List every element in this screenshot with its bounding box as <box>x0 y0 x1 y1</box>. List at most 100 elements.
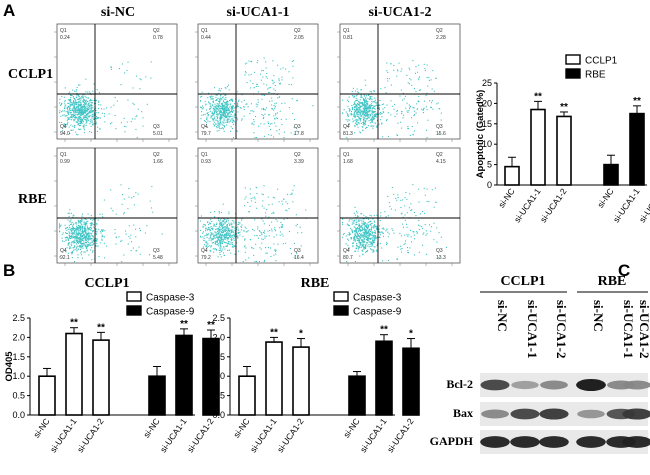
flow-event <box>114 229 116 231</box>
flow-event <box>88 242 90 244</box>
flow-event <box>69 221 71 223</box>
flow-event <box>89 242 91 244</box>
flow-event <box>386 243 388 245</box>
flow-event <box>356 104 358 106</box>
flow-event <box>257 60 259 62</box>
flow-event <box>218 249 220 251</box>
flow-event <box>400 206 402 208</box>
flow-event <box>214 234 216 236</box>
flow-event <box>135 236 137 238</box>
flow-event <box>212 98 214 100</box>
flow-event <box>59 223 61 225</box>
flow-event <box>430 230 432 232</box>
flow-event <box>367 238 369 240</box>
flow-event <box>353 115 355 117</box>
flow-event <box>208 239 210 241</box>
flow-event <box>229 241 231 243</box>
flow-event <box>363 110 365 112</box>
flow-event <box>74 111 76 113</box>
panel-letter-a: A <box>3 1 15 20</box>
flow-event <box>72 116 74 118</box>
flow-event <box>361 244 363 246</box>
flow-event <box>231 107 233 109</box>
flow-event <box>214 248 216 250</box>
flow-event <box>412 107 414 109</box>
flow-event <box>216 94 218 96</box>
flow-event <box>357 107 359 109</box>
flow-scatter-points <box>342 184 447 263</box>
flow-event <box>220 94 222 96</box>
flow-event <box>88 120 90 122</box>
flow-event <box>365 236 367 238</box>
flow-event <box>210 116 212 118</box>
flow-event <box>219 90 221 92</box>
flow-event <box>425 230 427 232</box>
flow-event <box>261 232 263 234</box>
flow-event <box>237 250 239 252</box>
flow-event <box>352 96 354 98</box>
flow-event <box>85 110 87 112</box>
flow-event <box>225 111 227 113</box>
flow-event <box>352 108 354 110</box>
flow-event <box>222 97 224 99</box>
flow-event <box>352 220 354 222</box>
flow-event <box>278 96 280 98</box>
flow-event <box>362 103 364 105</box>
flow-event <box>366 95 368 97</box>
flow-event <box>371 241 373 243</box>
flow-event <box>101 229 103 231</box>
flow-event <box>79 120 81 122</box>
flow-event <box>66 233 68 235</box>
flow-event <box>295 225 297 227</box>
flow-event <box>221 105 223 107</box>
flow-event <box>372 117 374 119</box>
flow-event <box>72 114 74 116</box>
flow-event <box>250 110 252 112</box>
flow-event <box>80 122 82 124</box>
flow-event <box>361 235 363 237</box>
flow-event <box>348 248 350 250</box>
flow-event <box>219 116 221 118</box>
flow-event <box>273 115 275 117</box>
flow-event <box>378 108 380 110</box>
flow-event <box>272 211 274 213</box>
flow-event <box>83 222 85 224</box>
flow-event <box>404 205 406 207</box>
bar <box>348 375 366 416</box>
flow-event <box>209 107 211 109</box>
flow-event <box>76 87 78 89</box>
flow-event <box>224 113 226 115</box>
flow-event <box>70 129 72 131</box>
flow-event <box>67 111 69 113</box>
flow-event <box>358 108 360 110</box>
flow-event <box>101 112 103 114</box>
flow-event <box>73 215 75 217</box>
flow-event <box>358 225 360 227</box>
flow-event <box>83 233 85 235</box>
flow-event <box>87 227 89 229</box>
flow-event <box>100 108 102 110</box>
flow-event <box>71 116 73 118</box>
flow-event <box>365 225 367 227</box>
flow-event <box>221 123 223 125</box>
flow-event <box>70 243 72 245</box>
flow-event <box>403 98 405 100</box>
flow-event <box>264 109 266 111</box>
flow-event <box>419 76 421 78</box>
flow-event <box>95 228 97 230</box>
flow-event <box>239 231 241 233</box>
flow-event <box>210 237 212 239</box>
flow-event <box>356 118 358 120</box>
flow-event <box>231 110 233 112</box>
bar <box>238 375 256 416</box>
flow-event <box>82 238 84 240</box>
flow-event <box>77 113 79 115</box>
flow-event <box>87 227 89 229</box>
flow-event <box>423 212 425 214</box>
flow-event <box>219 222 221 224</box>
flow-event <box>233 238 235 240</box>
flow-event <box>262 220 264 222</box>
flow-event <box>97 245 99 247</box>
significance-label: ** <box>270 327 278 338</box>
flow-event <box>144 232 146 234</box>
